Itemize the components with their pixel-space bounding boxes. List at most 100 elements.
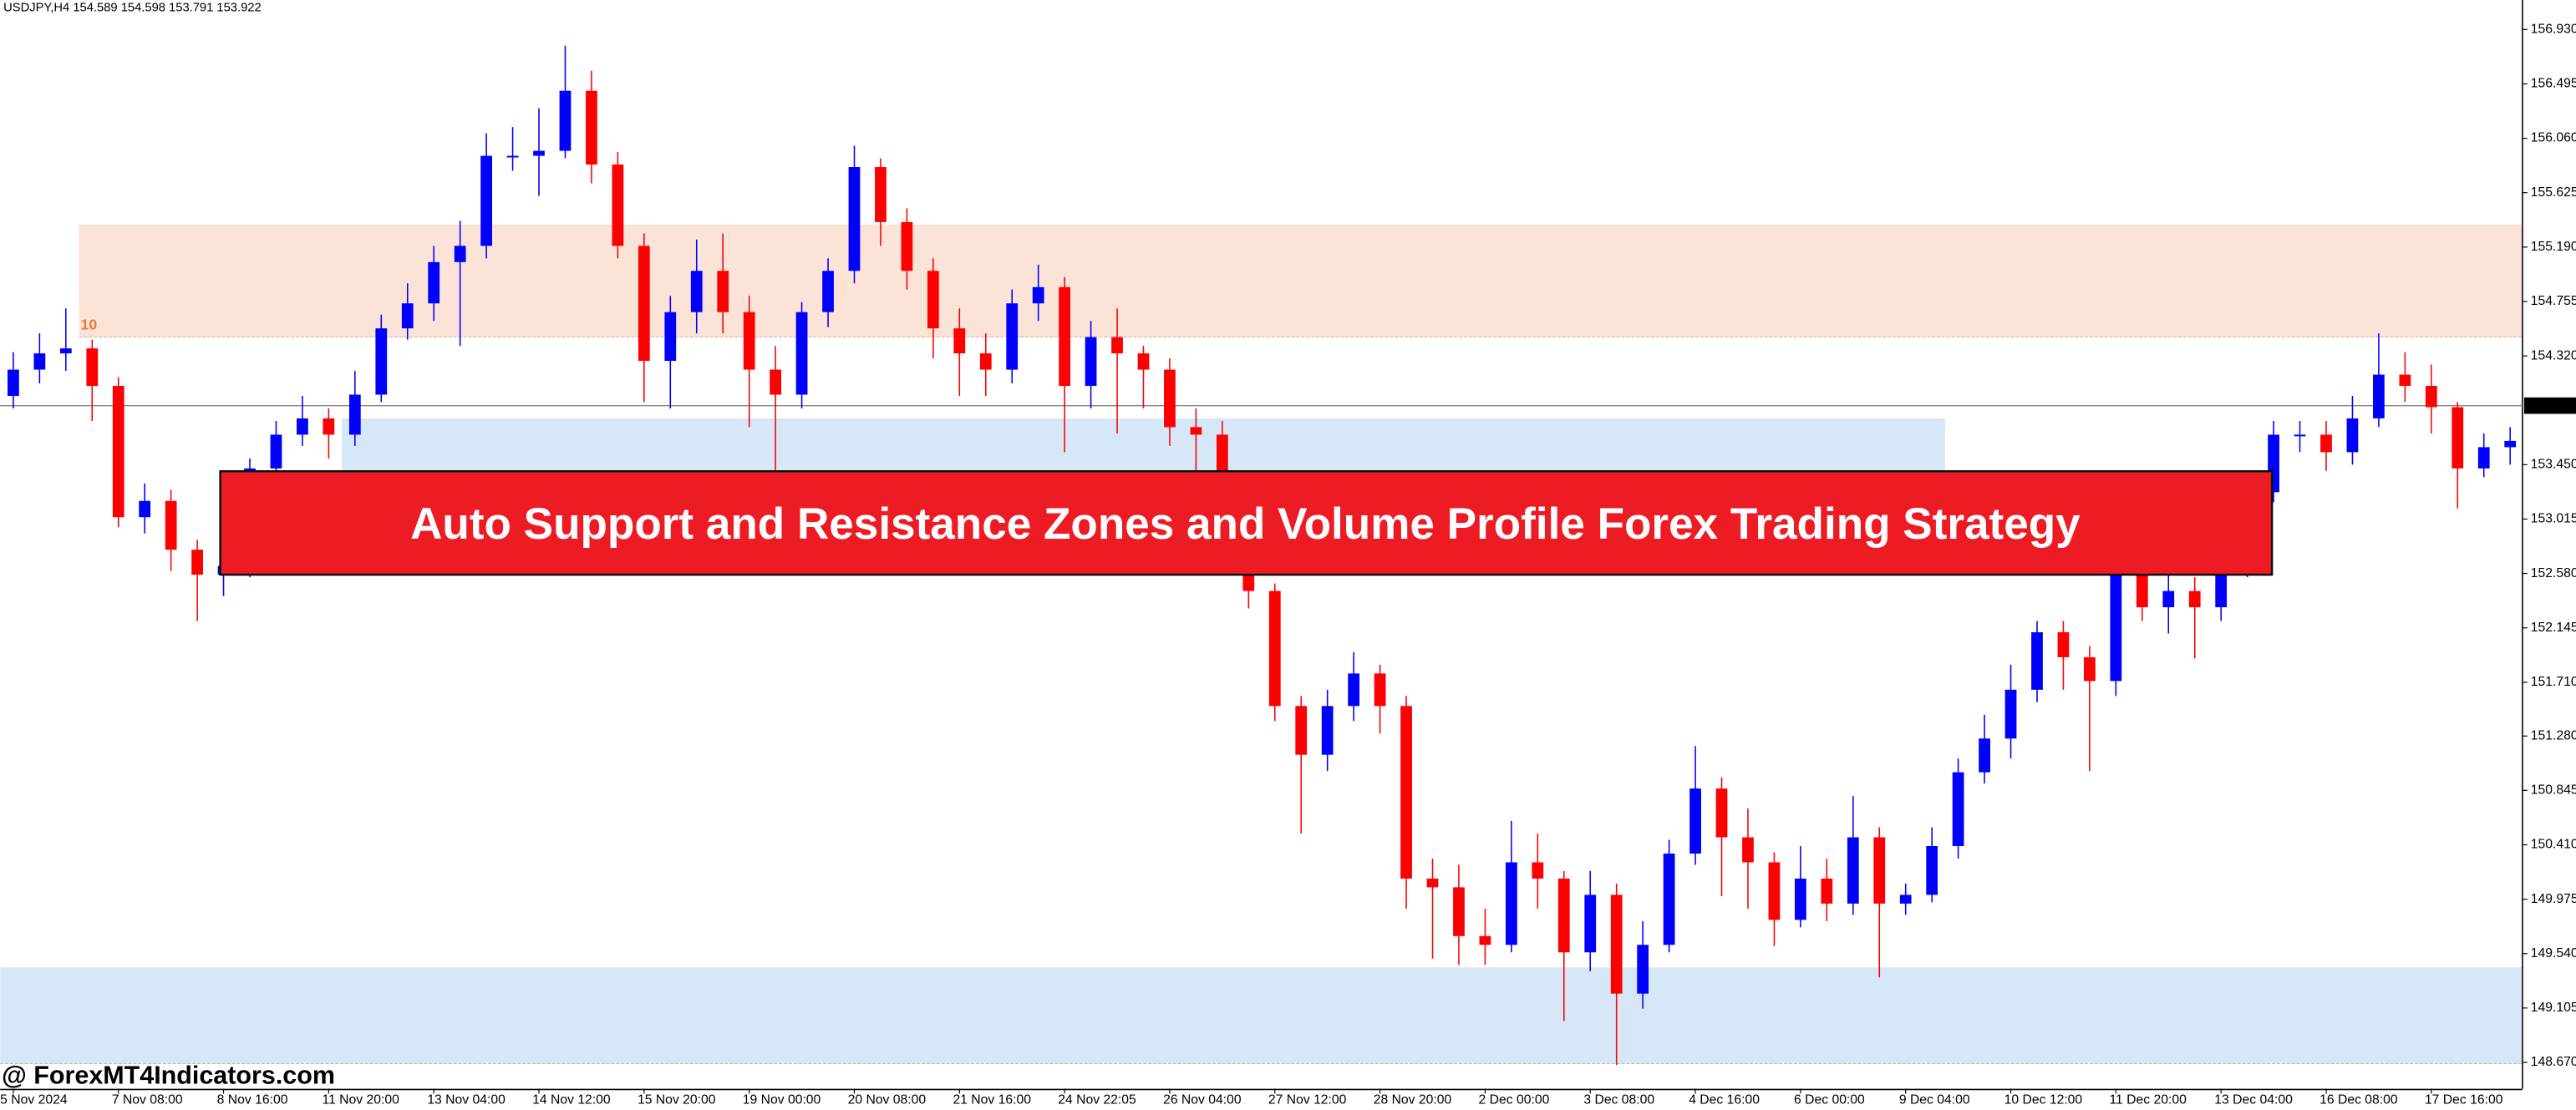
- candle-body: [1006, 303, 1019, 370]
- x-tick-label: 15 Nov 20:00: [638, 1092, 716, 1107]
- current-price-label: 153.922: [2528, 398, 2575, 413]
- candle-body: [1426, 878, 1439, 888]
- y-tick-label: 152.145: [2531, 621, 2576, 635]
- candle-body: [506, 155, 519, 158]
- candle-body: [770, 369, 781, 395]
- candle-body: [1164, 369, 1176, 428]
- candle-body: [1873, 837, 1886, 904]
- candle-body: [33, 353, 46, 370]
- candle-body: [348, 394, 361, 435]
- candle-body: [8, 369, 19, 397]
- candle-body: [1295, 706, 1308, 755]
- x-tick-label: 28 Nov 20:00: [1374, 1092, 1452, 1107]
- candle-body: [1821, 878, 1833, 904]
- x-tick-label: 26 Nov 04:00: [1163, 1092, 1242, 1107]
- candle-body: [1111, 337, 1123, 354]
- candle-body: [2057, 631, 2070, 657]
- candle-body: [1795, 878, 1806, 920]
- x-tick-label: 20 Nov 08:00: [848, 1092, 927, 1107]
- candle-body: [875, 167, 887, 222]
- candle-body: [480, 155, 492, 246]
- candle-body: [86, 348, 99, 387]
- candle-body: [2110, 575, 2122, 682]
- candle-body: [2031, 631, 2043, 690]
- candle-body: [2215, 565, 2228, 608]
- candle-body: [822, 271, 834, 312]
- x-tick-label: 19 Nov 00:00: [743, 1092, 821, 1107]
- current-price-box: [2523, 397, 2576, 414]
- y-tick-label: 149.975: [2531, 892, 2576, 906]
- candle-body: [1742, 837, 1754, 863]
- candle-body: [2188, 590, 2201, 608]
- zone: [0, 967, 2523, 1064]
- candle-body: [59, 348, 72, 354]
- candle-body: [428, 261, 440, 304]
- candle-body: [2320, 434, 2332, 453]
- candle-body: [1952, 772, 1964, 846]
- candle-body: [559, 90, 572, 151]
- candle-body: [1400, 706, 1412, 879]
- candle-body: [2294, 434, 2306, 437]
- candle-body: [1847, 837, 1859, 904]
- candle-body: [1637, 945, 1649, 994]
- candle-body: [664, 312, 677, 362]
- y-tick-label: 149.540: [2531, 946, 2576, 960]
- candle-body: [1348, 673, 1360, 707]
- candle-body: [1374, 673, 1386, 707]
- candle-body: [2399, 374, 2411, 387]
- y-tick-label: 149.105: [2531, 1001, 2576, 1015]
- candle-body: [927, 271, 939, 329]
- candle-body: [375, 328, 388, 395]
- y-tick-label: 156.930: [2531, 22, 2576, 36]
- candle-body: [1321, 706, 1334, 755]
- candle-body: [191, 550, 203, 575]
- candle-body: [1663, 853, 1675, 945]
- chart-header: USDJPY,H4 154.589 154.598 153.791 153.92…: [3, 2, 262, 15]
- x-tick-label: 21 Nov 16:00: [953, 1092, 1031, 1107]
- y-tick-label: 156.060: [2531, 131, 2576, 145]
- y-tick-label: 153.015: [2531, 512, 2576, 526]
- candle-body: [1085, 337, 1097, 387]
- candle-body: [1479, 935, 1491, 945]
- candle-body: [1689, 788, 1701, 854]
- x-tick-label: 8 Nov 16:00: [217, 1092, 288, 1107]
- candle-body: [1557, 878, 1570, 953]
- candle-body: [1137, 353, 1150, 370]
- y-tick-label: 154.320: [2531, 348, 2576, 362]
- candle-body: [2452, 407, 2464, 469]
- candle-body: [2373, 374, 2385, 418]
- y-tick-label: 153.450: [2531, 458, 2576, 472]
- x-tick-label: 17 Dec 16:00: [2425, 1092, 2503, 1107]
- y-tick-label: 152.580: [2531, 566, 2576, 580]
- x-tick-label: 10 Dec 12:00: [2004, 1092, 2083, 1107]
- x-tick-label: 27 Nov 12:00: [1268, 1092, 1347, 1107]
- candle-body: [638, 246, 650, 362]
- candle-body: [1899, 895, 1912, 904]
- y-tick-label: 156.495: [2531, 77, 2576, 91]
- candle-body: [1505, 862, 1517, 945]
- x-tick-label: 11 Dec 20:00: [2109, 1092, 2187, 1107]
- candle-body: [743, 312, 755, 370]
- candle-body: [2136, 575, 2148, 608]
- candle-body: [1532, 862, 1544, 879]
- y-tick-label: 154.755: [2531, 294, 2576, 308]
- banner-title: Auto Support and Resistance Zones and Vo…: [410, 499, 2081, 549]
- candle-body: [848, 167, 861, 271]
- x-tick-label: 2 Dec 00:00: [1479, 1092, 1550, 1107]
- y-tick-label: 155.625: [2531, 185, 2576, 200]
- x-tick-label: 16 Dec 08:00: [2319, 1092, 2398, 1107]
- candle-body: [533, 150, 545, 156]
- y-tick-label: 151.710: [2531, 675, 2576, 689]
- candle-body: [979, 353, 992, 370]
- y-tick-label: 148.670: [2531, 1055, 2576, 1069]
- candle-body: [112, 386, 124, 518]
- candle-body: [953, 328, 966, 354]
- candle-body: [1715, 788, 1728, 838]
- candle-body: [323, 418, 335, 435]
- candle-body: [2162, 590, 2175, 608]
- x-tick-label: 11 Nov 20:00: [323, 1092, 400, 1107]
- candle-body: [139, 500, 151, 518]
- candle-body: [2004, 689, 2017, 739]
